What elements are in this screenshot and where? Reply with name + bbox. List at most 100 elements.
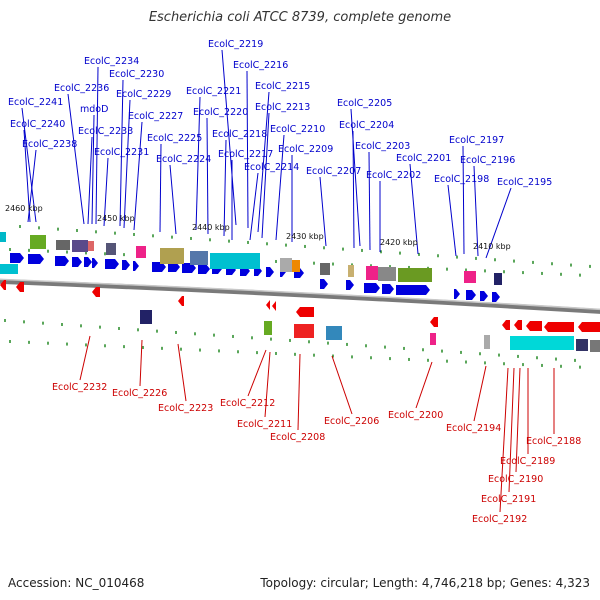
forward-leader-line (169, 164, 177, 235)
reverse-gene-label: EcolC_2212 (220, 398, 275, 409)
forward-leader-line (319, 176, 327, 247)
reverse-gene-arrow (578, 322, 600, 332)
forward-leader-line (221, 49, 237, 226)
forward-gene-label: EcolC_2201 (396, 153, 451, 164)
reverse-gene-label: EcolC_2194 (446, 423, 501, 434)
gene-block (30, 235, 46, 249)
forward-leader-line (95, 66, 99, 225)
forward-gene-label: EcolC_2231 (94, 147, 149, 158)
forward-gene-label: EcolC_2219 (208, 39, 263, 50)
genome-backbone (0, 278, 600, 314)
forward-leader-line (67, 93, 85, 225)
forward-leader-line (195, 96, 201, 231)
reverse-gene-arrow (544, 322, 574, 332)
reverse-leader-line (139, 339, 143, 387)
forward-gene-label: EcolC_2218 (212, 129, 267, 140)
gene-block (348, 265, 354, 277)
reverse-leader-line (79, 335, 91, 381)
ruler-label: 2430 kbp (286, 232, 324, 241)
gene-block (280, 258, 292, 272)
reverse-gene-arrow (502, 320, 510, 330)
forward-gene-arrow (266, 267, 274, 277)
gene-block (72, 240, 88, 252)
forward-gene-arrow (28, 254, 44, 264)
reverse-gene-arrow (0, 280, 6, 290)
ruler-label: 2420 kbp (380, 238, 418, 247)
reverse-gene-label: EcolC_2223 (158, 403, 213, 414)
forward-gene-arrow (72, 257, 82, 267)
gene-block (56, 240, 70, 250)
reverse-gene-label: EcolC_2191 (481, 494, 536, 505)
gene-block (190, 251, 208, 265)
forward-leader-line (159, 143, 162, 233)
forward-gene-arrow (55, 256, 69, 266)
forward-leader-line (261, 112, 270, 239)
reverse-leader-line (297, 353, 301, 431)
forward-gene-label: mdoD (80, 104, 108, 115)
reverse-gene-label: EcolC_2190 (488, 474, 543, 485)
reverse-gene-label: EcolC_2208 (270, 432, 325, 443)
forward-leader-line (485, 187, 512, 259)
forward-gene-arrow (382, 284, 394, 294)
forward-leader-line (87, 136, 93, 225)
reverse-gene-label: EcolC_2188 (526, 436, 581, 447)
gene-block (136, 246, 146, 258)
forward-gene-arrow (466, 290, 476, 300)
reverse-gene-arrow (514, 320, 522, 330)
reverse-gene-arrow (178, 296, 184, 306)
ruler-label: 2460 kbp (5, 204, 43, 213)
forward-gene-label: EcolC_2213 (255, 102, 310, 113)
gene-block (366, 266, 378, 280)
reverse-leader-line (415, 361, 433, 409)
forward-gene-label: EcolC_2240 (10, 119, 65, 130)
forward-gene-label: EcolC_2234 (84, 56, 139, 67)
forward-gene-label: EcolC_2220 (193, 107, 248, 118)
gene-block (430, 333, 436, 345)
forward-gene-label: EcolC_2215 (255, 81, 310, 92)
forward-leader-line (123, 99, 131, 229)
forward-gene-label: EcolC_2217 (218, 149, 273, 160)
ruler-label: 2440 kbp (192, 223, 230, 232)
forward-gene-label: EcolC_2202 (366, 170, 421, 181)
forward-gene-label: EcolC_2230 (109, 69, 164, 80)
forward-gene-arrow (346, 280, 354, 290)
gene-block (294, 324, 314, 338)
reverse-gene-label: EcolC_2200 (388, 410, 443, 421)
gene-block (494, 273, 502, 285)
forward-leader-line (23, 129, 31, 223)
gene-block (590, 340, 600, 352)
forward-gene-label: EcolC_2224 (156, 154, 211, 165)
forward-leader-line (223, 139, 227, 237)
gene-block (106, 243, 116, 255)
forward-leader-line (462, 145, 465, 255)
topology-text: Topology: circular; Length: 4,746,218 bp… (260, 576, 590, 590)
reverse-gene-label: EcolC_2226 (112, 388, 167, 399)
forward-leader-line (257, 91, 270, 233)
gene-block (292, 260, 300, 272)
gene-block (264, 321, 272, 335)
forward-leader-line (447, 184, 457, 257)
ruler-label: 2450 kbp (97, 214, 135, 223)
forward-leader-line (21, 107, 37, 223)
forward-leader-line (103, 157, 109, 227)
forward-gene-arrow (396, 285, 430, 295)
forward-gene-label: EcolC_2229 (116, 89, 171, 100)
forward-gene-arrow (168, 262, 180, 272)
forward-gene-label: EcolC_2205 (337, 98, 392, 109)
reverse-gene-label: EcolC_2189 (500, 456, 555, 467)
forward-gene-label: EcolC_2196 (460, 155, 515, 166)
ruler-label: 2410 kbp (473, 242, 511, 251)
gene-block (160, 248, 184, 264)
reverse-leader-line (515, 367, 521, 473)
gene-block (210, 253, 260, 269)
reverse-gene-arrow (16, 282, 24, 292)
forward-leader-line (119, 79, 124, 227)
forward-gene-arrow (133, 261, 139, 271)
forward-gene-label: EcolC_2238 (22, 139, 77, 150)
reverse-gene-label: EcolC_2192 (472, 514, 527, 525)
gene-block (0, 232, 6, 242)
gene-block (88, 241, 94, 251)
forward-gene-arrow (364, 283, 380, 293)
forward-gene-arrow (10, 253, 24, 263)
